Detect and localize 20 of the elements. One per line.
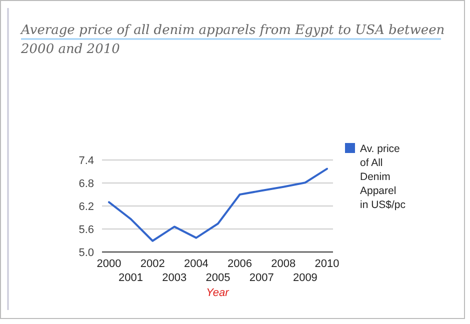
x-tick-label: 2002	[140, 258, 165, 270]
x-tick-label: 2010	[314, 258, 340, 270]
y-tick-label: 6.2	[78, 201, 94, 213]
x-tick-label: 2009	[292, 272, 318, 284]
line-series	[108, 168, 328, 242]
x-tick-label: 2003	[162, 272, 187, 284]
x-tick-label: 2005	[206, 272, 230, 284]
x-tick-label: 2000	[96, 258, 122, 270]
x-axis-title: Year	[206, 287, 230, 299]
chart-title: Average price of all denim apparels from Egypt to USA between 2000 and 2010	[20, 23, 445, 57]
legend-label: Av. price of All Denim Apparel in US$/pc	[360, 143, 406, 211]
x-tick-label: 2007	[249, 272, 274, 284]
y-tick-label: 5.6	[78, 224, 94, 236]
x-tick-label: 2008	[271, 258, 296, 270]
x-tick-label: 2004	[184, 258, 208, 270]
x-tick-label: 2001	[118, 272, 144, 284]
y-tick-label: 6.8	[78, 178, 94, 190]
x-tick-label: 2006	[228, 258, 252, 270]
y-tick-label: 7.4	[78, 155, 94, 167]
y-tick-label: 5.0	[78, 247, 94, 259]
